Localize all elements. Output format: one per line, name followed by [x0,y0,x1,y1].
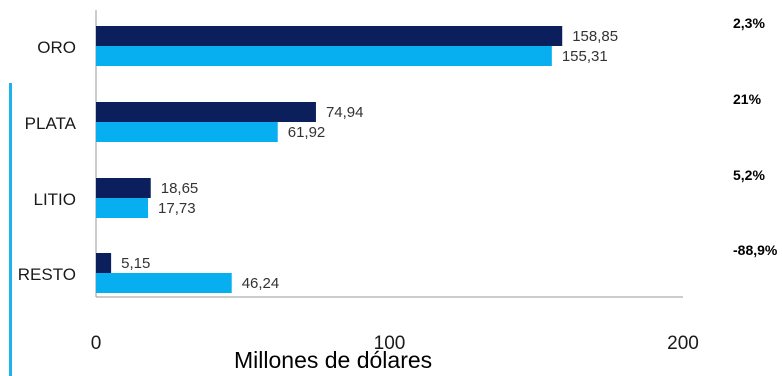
data-label-plata-series-1: 74,94 [326,104,364,121]
variation-oro: 2,3% [733,15,765,31]
bar-litio-series-2 [96,198,149,218]
bar-plata-series-2 [96,122,278,142]
x-tick-label-200: 200 [667,333,699,354]
data-label-litio-series-1: 18,65 [161,180,199,197]
data-label-oro-series-1: 158,85 [572,28,618,45]
category-label-oro: ORO [37,38,76,57]
data-label-oro-series-2: 155,31 [562,48,608,65]
variation-resto: -88,9% [733,242,778,258]
bar-resto-series-1 [96,253,112,273]
x-tick-label-0: 0 [91,333,102,354]
left-accent-bar [9,83,12,376]
data-label-litio-series-2: 17,73 [158,200,196,217]
category-label-resto: RESTO [18,265,76,284]
bar-litio-series-1 [96,178,151,198]
bar-oro-series-1 [96,26,563,46]
x-tick-label-100: 100 [374,333,406,354]
category-label-litio: LITIO [33,190,76,209]
x-axis-title: Millones de dólares [234,347,433,373]
bar-resto-series-2 [96,273,232,293]
bar-oro-series-2 [96,46,552,66]
category-label-plata: PLATA [25,114,77,133]
bar-plata-series-1 [96,102,316,122]
data-label-resto-series-2: 46,24 [242,275,280,292]
variation-litio: 5,2% [733,167,765,183]
data-label-plata-series-2: 61,92 [288,124,326,141]
variation-plata: 21% [733,91,762,107]
data-label-resto-series-1: 5,15 [121,255,150,272]
